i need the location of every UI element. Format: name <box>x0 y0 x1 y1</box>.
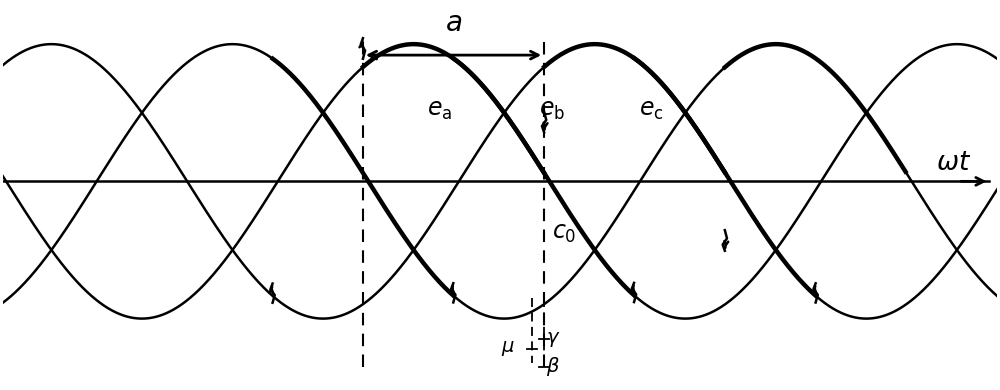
Text: $\gamma$: $\gamma$ <box>546 330 560 349</box>
Text: $\beta$: $\beta$ <box>546 355 560 378</box>
Text: $e_{\mathrm{b}}$: $e_{\mathrm{b}}$ <box>539 99 565 122</box>
Text: $e_{\mathrm{a}}$: $e_{\mathrm{a}}$ <box>427 99 452 122</box>
Text: $c_0$: $c_0$ <box>552 222 576 245</box>
Text: $\mu$: $\mu$ <box>501 339 515 358</box>
Text: $e_{\mathrm{c}}$: $e_{\mathrm{c}}$ <box>639 99 664 122</box>
Text: $a$: $a$ <box>445 10 462 37</box>
Text: $\omega t$: $\omega t$ <box>936 149 972 174</box>
